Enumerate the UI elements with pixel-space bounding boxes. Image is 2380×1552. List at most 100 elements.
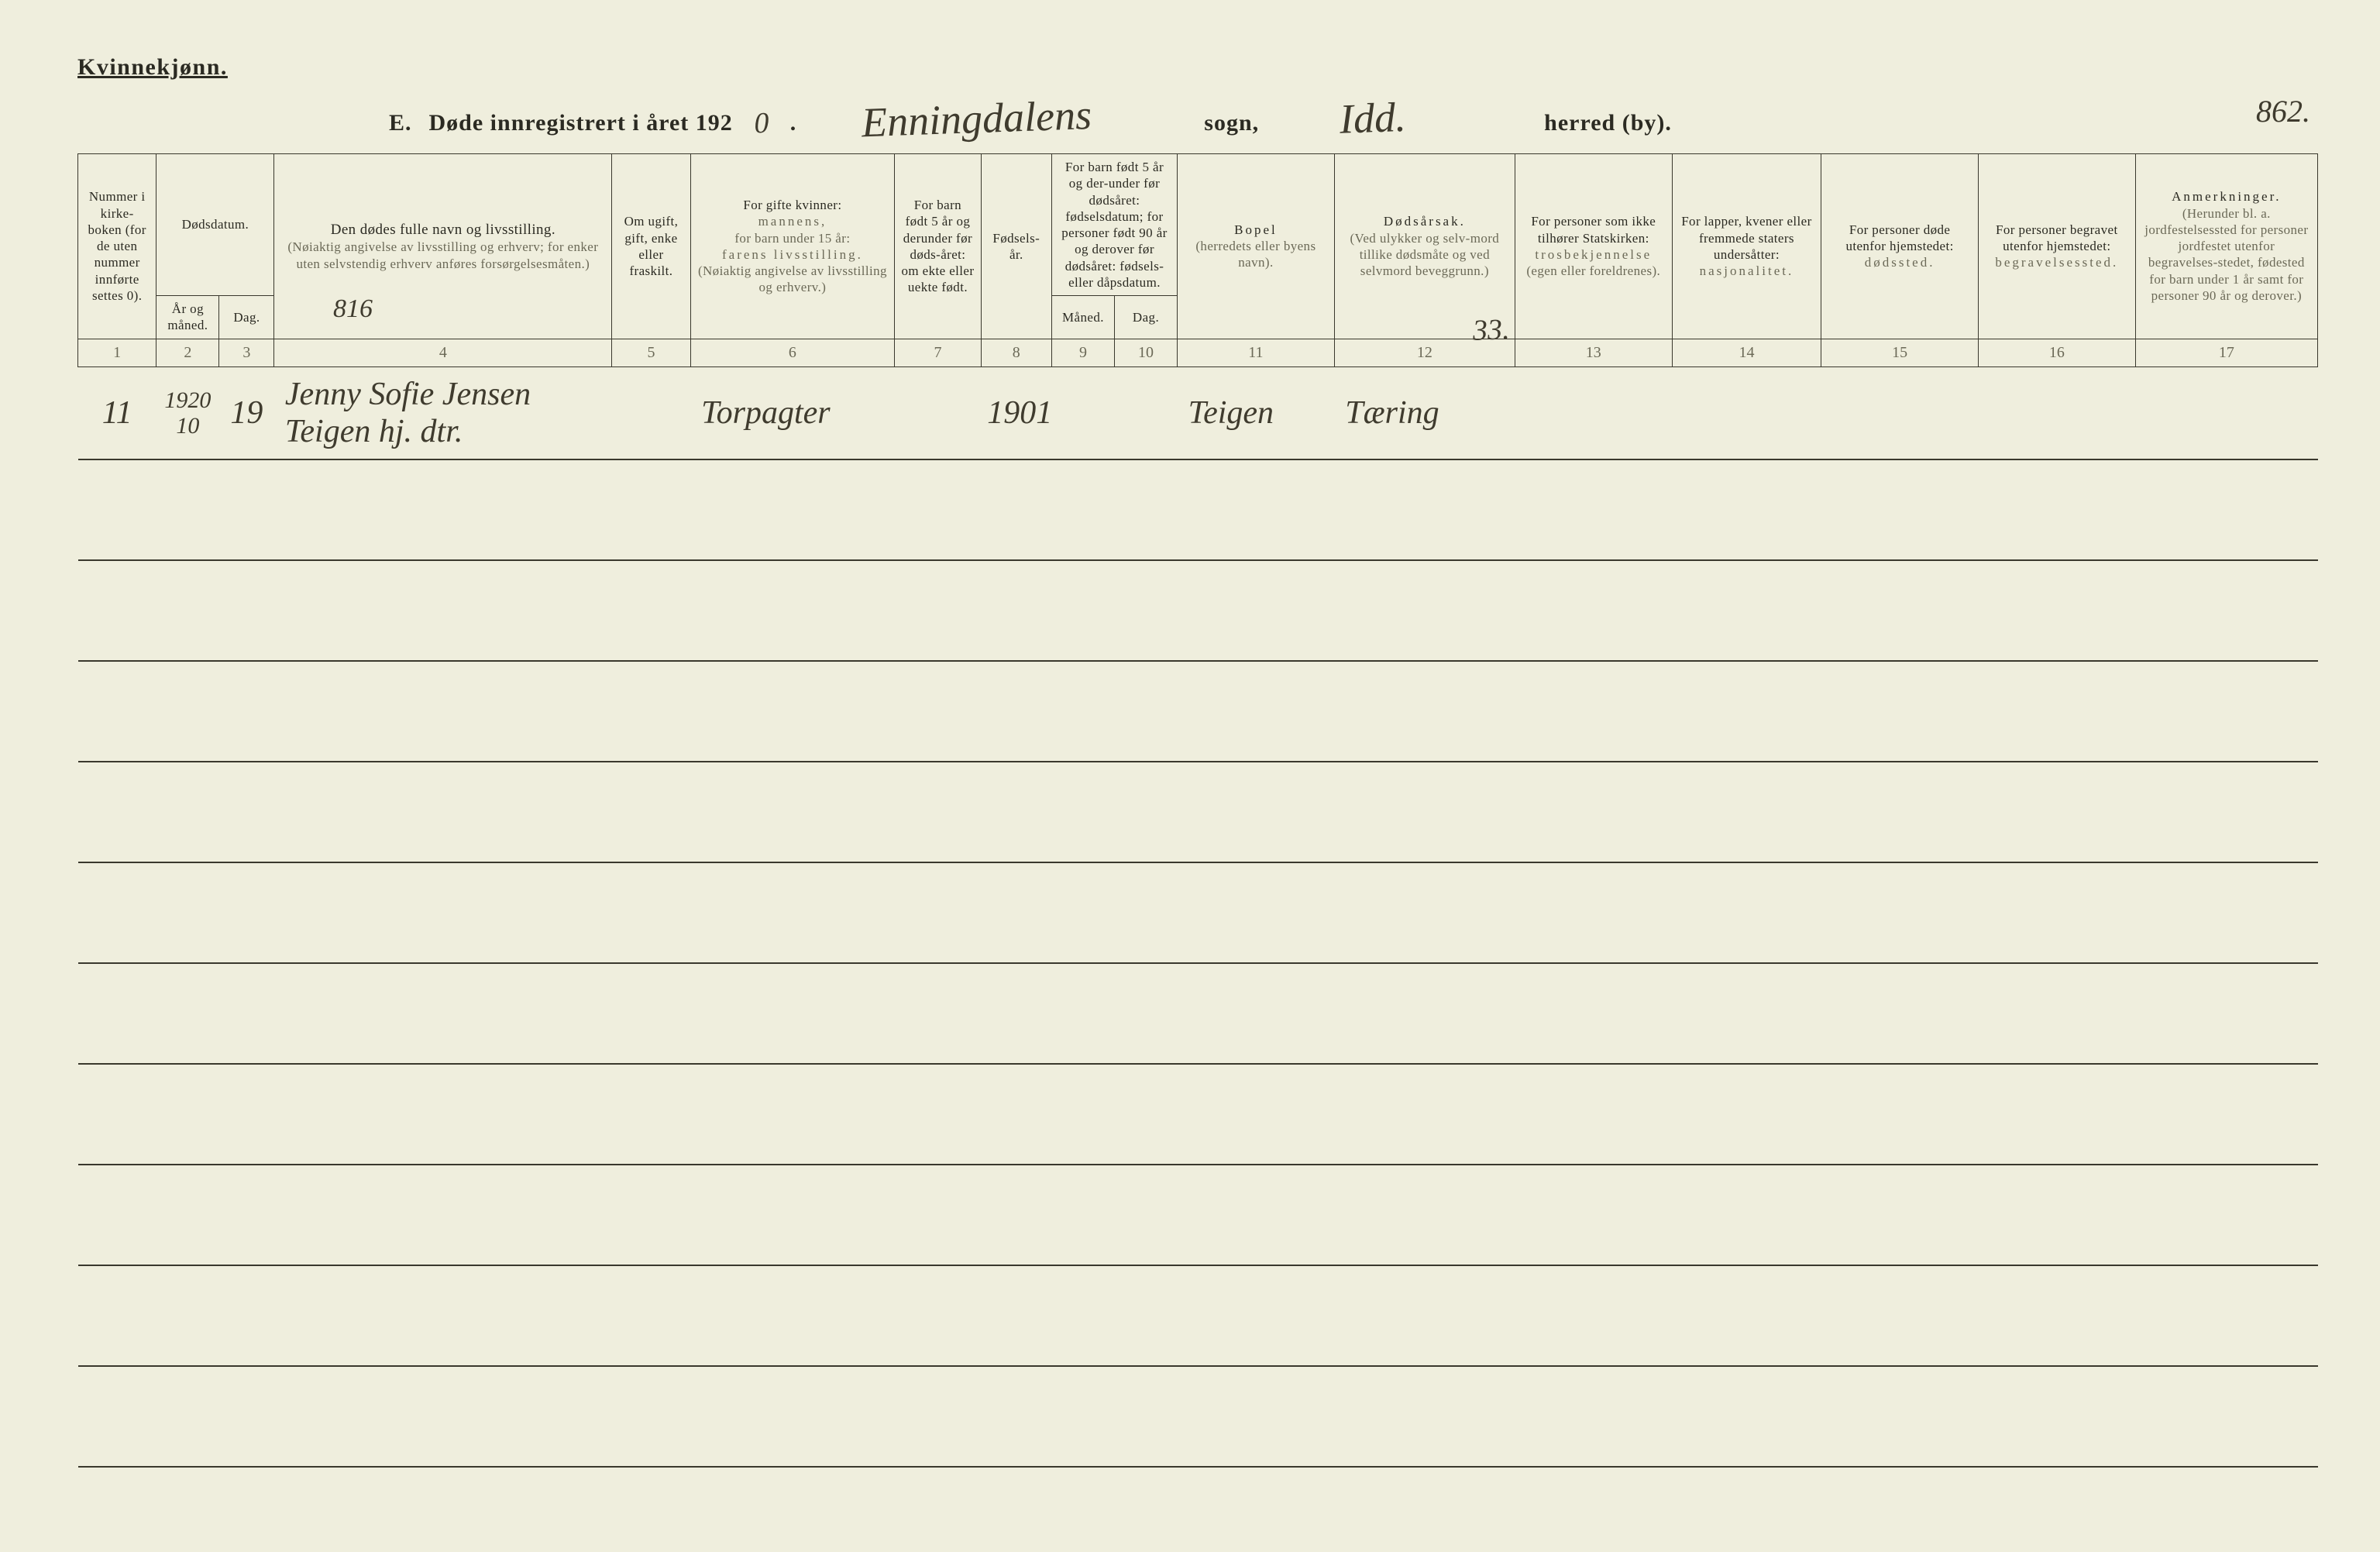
empty-cell	[1515, 963, 1672, 1064]
empty-cell	[690, 1265, 895, 1366]
empty-cell	[1978, 1265, 2135, 1366]
col15-l2: dødssted.	[1828, 254, 1972, 270]
cell-birth-year: 1901	[981, 366, 1051, 459]
empty-cell	[1334, 1265, 1515, 1366]
colnum: 7	[895, 339, 982, 366]
empty-cell	[219, 963, 274, 1064]
cell-num: 11	[78, 366, 156, 459]
colnum-12: 12	[1417, 344, 1432, 361]
colnum: 15	[1821, 339, 1979, 366]
empty-cell	[690, 560, 895, 661]
colnum: 11	[1178, 339, 1335, 366]
empty-cell	[1978, 1165, 2135, 1265]
death-register-table: Nummer i kirke-boken (for de uten nummer…	[77, 153, 2318, 1468]
empty-cell	[1051, 459, 1114, 560]
empty-cell	[1821, 1265, 1979, 1366]
table-row	[78, 459, 2318, 560]
colnum: 9	[1051, 339, 1114, 366]
col16-l1: For personer begravet utenfor hjemstedet…	[1996, 222, 2118, 253]
empty-cell	[612, 762, 690, 862]
empty-cell	[1334, 1165, 1515, 1265]
cell-cause: Tæring	[1334, 366, 1515, 459]
empty-cell	[1672, 862, 1821, 963]
empty-cell	[2135, 661, 2317, 762]
col-header-2-group: Dødsdatum.	[156, 154, 274, 296]
col12-l1: Dødsårsak.	[1384, 214, 1466, 229]
empty-cell	[690, 963, 895, 1064]
empty-cell	[1334, 1064, 1515, 1165]
empty-cell	[78, 762, 156, 862]
colnum: 3	[219, 339, 274, 366]
empty-cell	[1515, 560, 1672, 661]
col-header-14: For lapper, kvener eller fremmede stater…	[1672, 154, 1821, 339]
empty-cell	[1821, 459, 1979, 560]
cell-birth-day	[1114, 366, 1177, 459]
col-header-5: Om ugift, gift, enke eller fraskilt.	[612, 154, 690, 339]
col16-l2: begravelsessted.	[1985, 254, 2129, 270]
col6-l3: for barn under 15 år:	[697, 230, 889, 246]
year-digit-handwritten: 0	[749, 105, 774, 141]
col-header-9-group: For barn født 5 år og der-under før døds…	[1051, 154, 1177, 296]
empty-cell	[690, 661, 895, 762]
empty-cell	[1114, 459, 1177, 560]
colnum: 17	[2135, 339, 2317, 366]
empty-cell	[78, 459, 156, 560]
district-handwritten: Idd.	[1339, 91, 1464, 143]
colnum: 13	[1515, 339, 1672, 366]
empty-cell	[1672, 1165, 1821, 1265]
empty-cell	[1672, 661, 1821, 762]
empty-cell	[1821, 661, 1979, 762]
empty-cell	[2135, 1064, 2317, 1165]
empty-cell	[981, 560, 1051, 661]
colnum: 6	[690, 339, 895, 366]
empty-cell	[1978, 1064, 2135, 1165]
empty-cell	[219, 1064, 274, 1165]
empty-cell	[274, 1064, 612, 1165]
empty-cell	[1051, 862, 1114, 963]
col13-l1: For personer som ikke tilhører Statskirk…	[1531, 214, 1656, 245]
empty-cell	[1178, 1265, 1335, 1366]
col6-l1: For gifte kvinner:	[743, 198, 841, 212]
cell-15	[1821, 366, 1979, 459]
col12-l2: (Ved ulykker og selv-mord tillike dødsmå…	[1341, 230, 1508, 280]
col4-line1: Den dødes fulle navn og livsstilling.	[331, 222, 555, 238]
empty-cell	[1978, 661, 2135, 762]
empty-cell	[981, 963, 1051, 1064]
empty-cell	[1114, 560, 1177, 661]
title-prefix: Døde innregistrert i året 192	[429, 110, 733, 136]
cell-14	[1672, 366, 1821, 459]
empty-cell	[1978, 459, 2135, 560]
empty-cell	[1114, 963, 1177, 1064]
col-header-9a: Måned.	[1051, 296, 1114, 339]
empty-cell	[1515, 762, 1672, 862]
table-row	[78, 762, 2318, 862]
title-period: .	[790, 110, 797, 136]
table-row: 11 1920 10 19 Jenny Sofie Jensen Teigen …	[78, 366, 2318, 459]
empty-cell	[1821, 1165, 1979, 1265]
col13-l2: trosbekjennelse	[1522, 246, 1666, 263]
empty-cell	[78, 661, 156, 762]
empty-cell	[1515, 1064, 1672, 1165]
empty-cell	[219, 762, 274, 862]
col-header-6: For gifte kvinner: mannens, for barn und…	[690, 154, 895, 339]
empty-cell	[156, 661, 219, 762]
empty-cell	[1978, 963, 2135, 1064]
empty-cell	[1515, 459, 1672, 560]
col-header-17: Anmerkninger. (Herunder bl. a. jordfeste…	[2135, 154, 2317, 339]
empty-cell	[1515, 1265, 1672, 1366]
empty-cell	[1821, 762, 1979, 862]
cell-day: 19	[219, 366, 274, 459]
empty-cell	[78, 560, 156, 661]
empty-cell	[895, 1265, 982, 1366]
table-row	[78, 1265, 2318, 1366]
empty-cell	[1672, 762, 1821, 862]
cell-parent: Torpagter	[690, 366, 895, 459]
empty-cell	[895, 762, 982, 862]
table-row	[78, 862, 2318, 963]
empty-cell	[1051, 1366, 1114, 1467]
empty-cell	[1821, 560, 1979, 661]
empty-cell	[156, 762, 219, 862]
empty-cell	[1178, 1366, 1335, 1467]
empty-cell	[78, 1265, 156, 1366]
col4-line2: (Nøiaktig angivelse av livsstilling og e…	[280, 239, 605, 272]
